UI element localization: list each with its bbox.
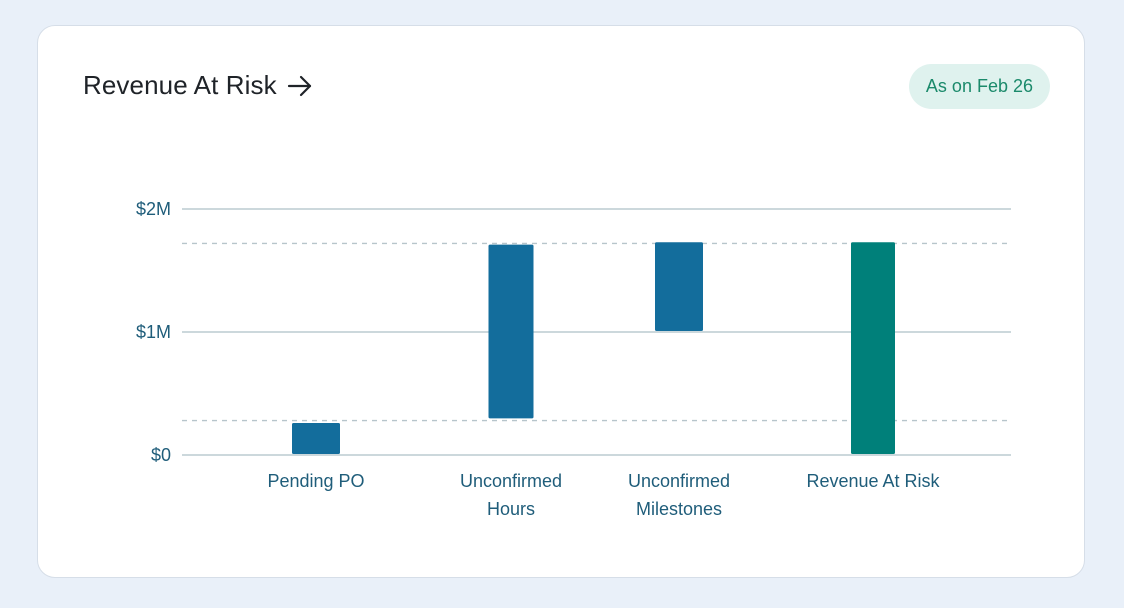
x-tick-label-1-0: Unconfirmed [460, 471, 562, 491]
y-tick-label-1: $1M [136, 322, 171, 342]
arrow-right-icon [287, 75, 311, 96]
x-tick-label-2-0: Unconfirmed [628, 471, 730, 491]
bar-1 [488, 244, 534, 419]
x-tick-label-1-1: Hours [487, 499, 535, 519]
y-tick-label-0: $0 [151, 445, 171, 465]
revenue-at-risk-link[interactable]: Revenue At Risk [83, 70, 313, 101]
x-tick-label-2-1: Milestones [636, 499, 722, 519]
x-tick-label-3-0: Revenue At Risk [806, 471, 940, 491]
bar-0 [292, 423, 340, 454]
revenue-at-risk-card [37, 25, 1085, 578]
card-title: Revenue At Risk [83, 70, 277, 100]
bar-2 [655, 242, 703, 331]
x-tick-label-0-0: Pending PO [267, 471, 364, 491]
bar-3 [851, 242, 895, 454]
y-tick-label-2: $2M [136, 199, 171, 219]
as-of-date-badge: As on Feb 26 [908, 64, 1050, 109]
